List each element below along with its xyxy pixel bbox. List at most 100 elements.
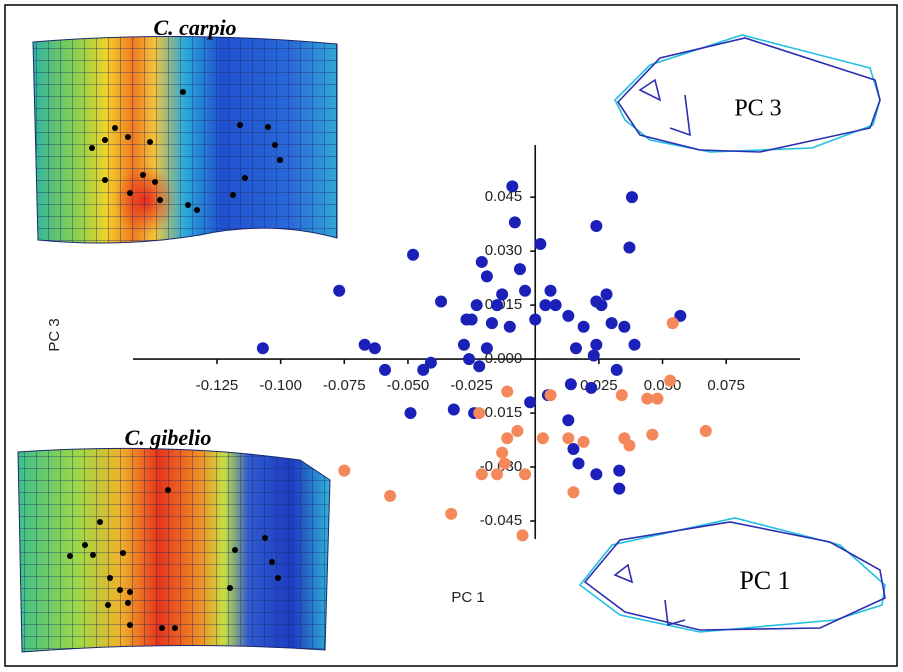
point [613, 482, 626, 495]
panel-label: C. gibelio [125, 425, 212, 450]
point [567, 486, 580, 499]
point [615, 389, 628, 402]
point [544, 284, 557, 297]
deformation-grid-carpio [32, 35, 338, 244]
point [480, 270, 493, 283]
point [503, 320, 516, 333]
point [590, 219, 603, 232]
point [623, 439, 636, 452]
point [610, 363, 623, 376]
point [618, 320, 631, 333]
point [549, 299, 562, 312]
point [567, 443, 580, 456]
point [496, 288, 509, 301]
point [513, 263, 526, 276]
y-tick-label: -0.015 [480, 404, 523, 421]
point [572, 457, 585, 470]
point [480, 342, 493, 355]
point [577, 435, 590, 448]
point [435, 295, 448, 308]
point [646, 428, 659, 441]
point [590, 468, 603, 481]
point [447, 403, 460, 416]
point [577, 320, 590, 333]
point [519, 468, 532, 481]
point [666, 317, 679, 330]
y-tick-label: 0.045 [485, 188, 523, 205]
x-axis-label: PC 1 [451, 589, 484, 606]
point [407, 248, 420, 261]
point [445, 507, 458, 520]
point [605, 317, 618, 330]
point [338, 464, 351, 477]
x-tick-label: -0.075 [323, 377, 366, 394]
panel-label: C. carpio [153, 15, 236, 40]
point [465, 313, 478, 326]
point [333, 284, 346, 297]
x-tick-label: 0.075 [707, 377, 745, 394]
point [569, 342, 582, 355]
point [651, 392, 664, 405]
point [562, 309, 575, 322]
outline-pc1 [578, 517, 886, 633]
point [368, 342, 381, 355]
point [475, 255, 488, 268]
point [498, 457, 511, 470]
point [590, 338, 603, 351]
point [404, 407, 417, 420]
point [625, 191, 638, 204]
outline-pc3 [614, 34, 881, 153]
point [628, 338, 641, 351]
point [463, 353, 476, 366]
point [641, 392, 654, 405]
x-tick-label: -0.050 [387, 377, 430, 394]
point [674, 309, 687, 322]
x-tick-label: -0.100 [259, 377, 302, 394]
x-tick-label: -0.125 [196, 377, 239, 394]
point [536, 432, 549, 445]
point [473, 360, 486, 373]
point [544, 389, 557, 402]
point [600, 288, 613, 301]
point [623, 241, 636, 254]
point [473, 407, 486, 420]
point [524, 396, 537, 409]
y-axis-label: PC 3 [46, 318, 63, 351]
x-tick-label: -0.025 [450, 377, 493, 394]
point [491, 299, 504, 312]
point [470, 299, 483, 312]
point [587, 349, 600, 362]
point [699, 425, 712, 438]
point [501, 385, 514, 398]
point [256, 342, 269, 355]
point [384, 489, 397, 502]
point [485, 317, 498, 330]
point [519, 284, 532, 297]
y-tick-label: -0.045 [480, 512, 523, 529]
point [508, 216, 521, 229]
point [562, 414, 575, 427]
scatter-plot: -0.125 -0.100 -0.075 -0.050 -0.025 0.025 0.050… [133, 145, 800, 542]
deformation-grid-gibelio [17, 447, 331, 653]
point [496, 446, 509, 459]
point [424, 356, 437, 369]
y-tick-label: 0.030 [485, 242, 523, 259]
point [501, 432, 514, 445]
point [516, 529, 529, 542]
outline-label: PC 1 [739, 566, 790, 595]
point [417, 363, 430, 376]
point [475, 468, 488, 481]
point [613, 464, 626, 477]
point [534, 237, 547, 250]
point [664, 374, 677, 387]
y-tick-label: 0.000 [485, 350, 523, 367]
point [506, 180, 519, 193]
point [457, 338, 470, 351]
point [491, 468, 504, 481]
point [585, 381, 598, 394]
point [358, 338, 371, 351]
point [562, 432, 575, 445]
point [379, 363, 392, 376]
